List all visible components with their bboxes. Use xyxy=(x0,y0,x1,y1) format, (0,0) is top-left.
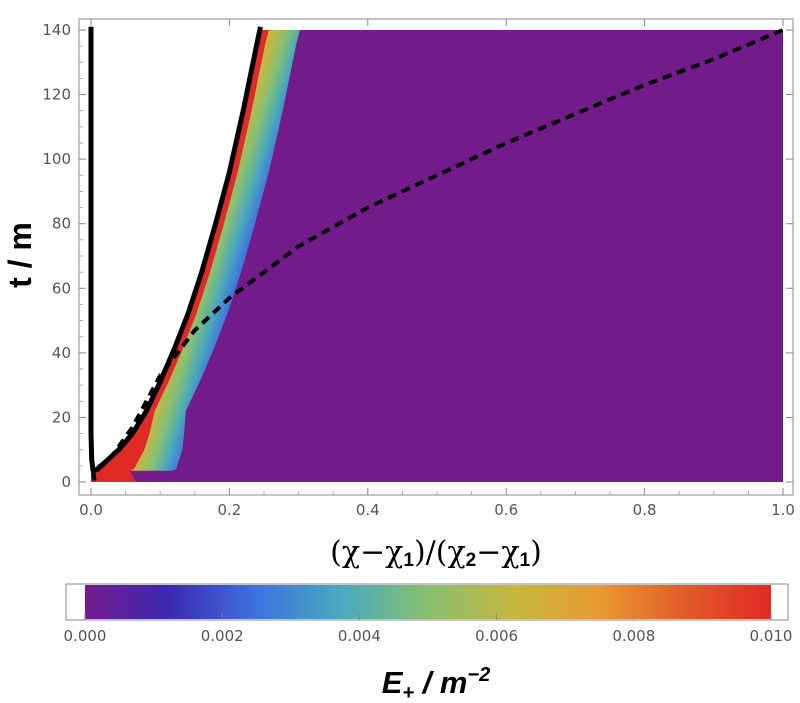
y-tick-label: 60 xyxy=(52,279,71,297)
colorbar-title: E+ / m−2 xyxy=(382,664,491,703)
y-tick-label: 40 xyxy=(52,344,71,362)
x-tick-label: 0.8 xyxy=(633,501,657,519)
y-tick-label: 100 xyxy=(42,150,71,168)
y-tick-label: 0 xyxy=(61,473,71,491)
dashed-curve xyxy=(91,28,784,481)
curves-layer xyxy=(88,26,784,481)
colorbar-tick-label: 0.002 xyxy=(201,627,244,645)
y-tick-label: 20 xyxy=(52,408,71,426)
colorbar-tick-label: 0.000 xyxy=(64,627,107,645)
x-tick-label: 0.6 xyxy=(494,501,518,519)
x-axis-ticks: 0.0 0.2 0.4 0.6 0.8 1.0 xyxy=(79,19,795,519)
solid-curve xyxy=(88,26,263,474)
y-tick-label: 140 xyxy=(42,21,71,39)
y-axis-label: t / m xyxy=(2,222,38,288)
colorbar-tick-label: 0.010 xyxy=(750,627,793,645)
x-tick-label: 0.0 xyxy=(79,501,103,519)
heatmap-field xyxy=(91,30,783,482)
colorbar-tick-label: 0.008 xyxy=(612,627,655,645)
gradient-front-band xyxy=(129,30,300,471)
x-tick-label: 1.0 xyxy=(771,501,795,519)
colorbar-ticks: 0.000 0.002 0.004 0.006 0.008 0.010 xyxy=(64,613,793,645)
y-axis-ticks: 0 20 40 60 80 100 120 140 xyxy=(42,21,793,491)
colorbar-tick-label: 0.006 xyxy=(475,627,518,645)
colorbar-tick-label: 0.004 xyxy=(338,627,381,645)
colorbar: 0.000 0.002 0.004 0.006 0.008 0.010 xyxy=(64,583,793,645)
x-tick-label: 0.4 xyxy=(356,501,380,519)
empty-region xyxy=(91,30,261,471)
x-axis-label: (χ−χ1)/(χ2−χ1) xyxy=(330,535,542,571)
colorbar-gradient xyxy=(85,585,771,619)
y-tick-label: 80 xyxy=(52,215,71,233)
x-tick-label: 0.2 xyxy=(217,501,241,519)
y-tick-label: 120 xyxy=(42,86,71,104)
